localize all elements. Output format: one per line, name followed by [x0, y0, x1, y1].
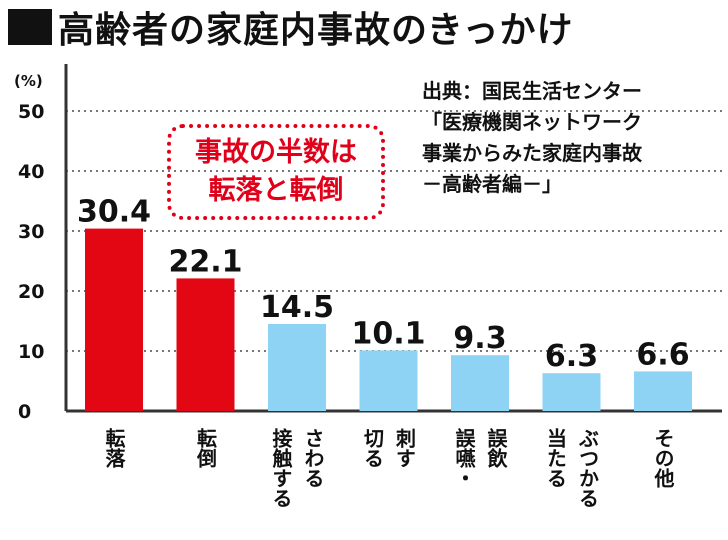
bar [176, 278, 235, 411]
source-note: 出典：国民生活センター 「医療機関ネットワーク 事業からみた家庭内事故 －高齢者… [422, 76, 722, 200]
bar-value-label: 6.3 [545, 339, 598, 374]
x-category-label-line: 切る [360, 428, 385, 468]
bar [85, 228, 143, 411]
x-category-label-line: さわる [301, 428, 325, 488]
y-tick-label: 0 [18, 401, 31, 423]
x-category-label-line: 転倒 [193, 428, 218, 468]
x-category-label: ぶつかる 当たる [544, 428, 600, 508]
bar-value-label: 30.4 [77, 195, 151, 230]
x-category-label: 刺す 切る [361, 428, 417, 468]
source-line: －高齢者編－」 [422, 172, 562, 196]
callout-box: 事故の半数は 転落と転倒 [167, 124, 385, 220]
y-axis-unit-label: (%) [14, 72, 43, 90]
bar-value-label: 9.3 [453, 321, 506, 356]
x-category-label-line: 当たる [543, 428, 568, 488]
x-category-label: さわる 接触する [269, 428, 325, 508]
bar [634, 371, 692, 411]
bar [451, 355, 509, 411]
x-category-label: 誤飲 誤嚥・ [452, 428, 508, 488]
bar-value-label: 10.1 [351, 316, 425, 351]
x-category-label-line: 誤嚥・ [452, 428, 476, 488]
bar [268, 324, 326, 411]
bar-value-label: 6.6 [636, 337, 689, 372]
bar-value-label: 14.5 [260, 290, 334, 325]
callout-line: 事故の半数は [195, 137, 357, 168]
y-tick-label: 10 [18, 341, 44, 363]
x-category-label-line: 誤飲 [484, 428, 508, 468]
x-category-label-line: その他 [651, 428, 675, 488]
callout-line: 転落と転倒 [208, 175, 344, 206]
x-category-label-line: ぶつかる [575, 428, 600, 508]
bar [359, 350, 418, 411]
bar-value-label: 22.1 [168, 244, 242, 279]
x-category-label-line: 転落 [102, 428, 126, 468]
y-tick-label: 30 [18, 221, 44, 243]
source-line: 出典：国民生活センター [422, 79, 642, 103]
chart-title-block: 高齢者の家庭内事故のきっかけ [8, 4, 574, 51]
source-line: 事業からみた家庭内事故 [422, 141, 642, 165]
bar [542, 373, 601, 411]
y-tick-label: 20 [18, 281, 44, 303]
source-line: 「医療機関ネットワーク [422, 110, 642, 134]
x-category-label: 転落 [102, 428, 126, 468]
x-category-label: 転倒 [194, 428, 218, 468]
title-square-icon [8, 9, 52, 45]
x-category-label-line: 刺す [392, 428, 417, 468]
y-tick-label: 50 [18, 101, 44, 123]
x-category-label-line: 接触する [269, 428, 293, 508]
x-category-label: その他 [651, 428, 675, 488]
chart-title: 高齢者の家庭内事故のきっかけ [58, 10, 574, 51]
y-tick-label: 40 [18, 161, 44, 183]
